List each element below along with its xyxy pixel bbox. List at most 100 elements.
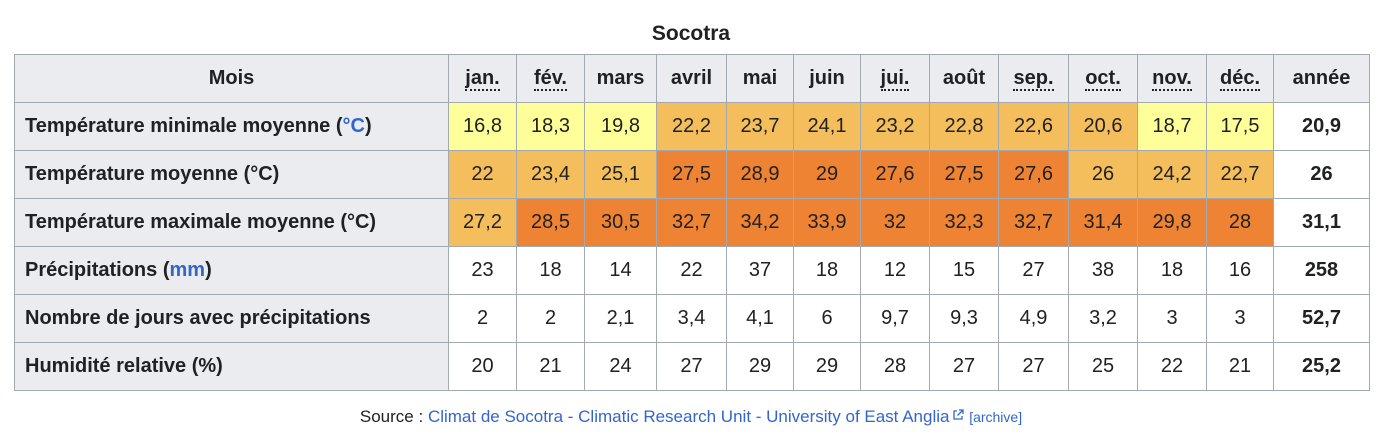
header-row: Mois jan. fév. mars avril mai juin jui. août sep… [14,54,1370,103]
row-label-text: Précipitations ( [25,259,170,281]
value-cell: 26 [1068,150,1138,199]
month-label[interactable]: fév. [534,67,567,91]
value-cell: 4,9 [998,294,1069,343]
value-cell: 27,6 [860,150,930,199]
row-label: Précipitations (mm) [14,246,449,295]
value-cell: 29,8 [1137,198,1207,247]
value-cell: 28,5 [516,198,585,247]
unit-link[interactable]: °C [342,115,365,137]
value-cell: 15 [929,246,999,295]
value-cell: 32,7 [998,198,1069,247]
source-link[interactable]: Climat de Socotra - Climatic Research Un… [428,407,965,426]
header-month-7: août [929,54,999,103]
value-cell: 18 [1137,246,1207,295]
header-month-6: jui. [860,54,930,103]
archive-link[interactable]: [archive] [969,409,1023,425]
row-label-text: Nombre de jours avec précipitations [25,307,371,329]
month-label[interactable]: jui. [880,67,910,91]
value-cell: 29 [726,342,794,391]
header-month-1: fév. [516,54,585,103]
value-cell: 27,6 [998,150,1069,199]
value-cell: 22,2 [656,102,727,151]
header-month-10: nov. [1137,54,1207,103]
unit-link[interactable]: mm [169,259,206,281]
header-month-11: déc. [1206,54,1274,103]
value-cell: 22,6 [998,102,1069,151]
value-cell: 27 [998,246,1069,295]
annual-value-cell: 31,1 [1273,198,1370,247]
month-label: mai [742,67,778,89]
value-cell: 16 [1206,246,1274,295]
row-label-text: Température maximale moyenne (°C) [25,211,377,233]
value-cell: 20,6 [1068,102,1138,151]
value-cell: 32,7 [656,198,727,247]
row-label: Température maximale moyenne (°C) [14,198,449,247]
table-row: Précipitations (mm) 23 18 14 22 37 18 12 15 27 38 1… [14,246,1370,295]
row-label: Température minimale moyenne (°C) [14,102,449,151]
value-cell: 25,1 [584,150,657,199]
value-cell: 2 [516,294,585,343]
value-cell: 3 [1137,294,1207,343]
value-cell: 30,5 [584,198,657,247]
header-month-4: mai [726,54,794,103]
header-month-8: sep. [998,54,1069,103]
month-label[interactable]: jan. [465,67,500,91]
value-cell: 3,2 [1068,294,1138,343]
month-label: juin [809,67,845,89]
value-cell: 24,2 [1137,150,1207,199]
value-cell: 27,2 [448,198,517,247]
month-label[interactable]: nov. [1152,67,1192,91]
row-label-text: Humidité relative (%) [25,355,223,377]
value-cell: 23,7 [726,102,794,151]
value-cell: 18 [793,246,861,295]
value-cell: 28 [860,342,930,391]
value-cell: 38 [1068,246,1138,295]
value-cell: 23,4 [516,150,585,199]
month-label[interactable]: oct. [1085,67,1121,91]
table-row: Température maximale moyenne (°C) 27,2 28,… [14,198,1370,247]
header-month-5: juin [793,54,861,103]
value-cell: 27,5 [929,150,999,199]
month-label: mars [596,67,645,89]
value-cell: 18 [516,246,585,295]
row-label-text: Température minimale moyenne ( [25,115,343,137]
external-link-icon [953,409,965,420]
month-label: août [942,67,986,89]
row-label-end: ) [364,115,372,137]
row-label: Humidité relative (%) [14,342,449,391]
value-cell: 27 [998,342,1069,391]
climate-table: Mois jan. fév. mars avril mai juin jui. août sep… [14,54,1370,391]
row-label: Nombre de jours avec précipitations [14,294,449,343]
value-cell: 12 [860,246,930,295]
table-caption: Socotra [651,22,731,45]
value-cell: 28,9 [726,150,794,199]
source-line: Source : Climat de Socotra - Climatic Re… [0,405,1382,429]
table-row: Nombre de jours avec précipitations 2 2 2,1… [14,294,1370,343]
value-cell: 4,1 [726,294,794,343]
value-cell: 16,8 [448,102,517,151]
header-month-3: avril [656,54,727,103]
value-cell: 21 [1206,342,1274,391]
annual-value-cell: 25,2 [1273,342,1370,391]
value-cell: 27 [929,342,999,391]
source-link-text: Climat de Socotra - Climatic Research Un… [427,407,950,426]
table-row: Température moyenne (°C) 22 23,4 25,1 27,5 28… [14,150,1370,199]
value-cell: 25 [1068,342,1138,391]
value-cell: 14 [584,246,657,295]
value-cell: 6 [793,294,861,343]
value-cell: 37 [726,246,794,295]
annual-value-cell: 26 [1273,150,1370,199]
month-label[interactable]: déc. [1219,67,1261,91]
row-label-end: ) [205,259,212,281]
value-cell: 27,5 [656,150,727,199]
value-cell: 31,4 [1068,198,1138,247]
row-label-text: Température moyenne (°C) [25,163,280,185]
value-cell: 28 [1206,198,1274,247]
value-cell: 23 [448,246,517,295]
header-label: Mois [14,54,449,103]
value-cell: 23,2 [860,102,930,151]
header-month-9: oct. [1068,54,1138,103]
month-label[interactable]: sep. [1013,67,1054,91]
value-cell: 32,3 [929,198,999,247]
